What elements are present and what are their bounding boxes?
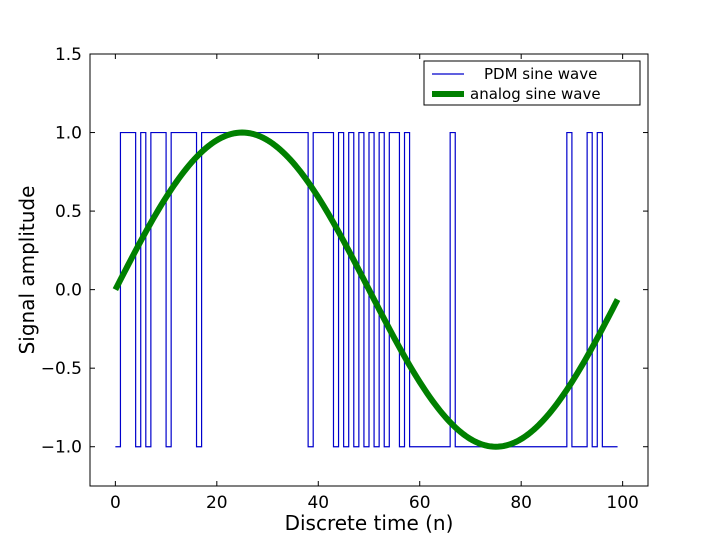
x-tick-label: 20 xyxy=(206,493,228,513)
y-tick-label: 1.5 xyxy=(55,45,82,65)
legend: PDM sine wave analog sine wave xyxy=(423,60,641,106)
y-tick-label: −0.5 xyxy=(41,359,82,379)
legend-box xyxy=(423,60,641,106)
y-axis-label: Signal amplitude xyxy=(15,186,39,355)
x-tick-label: 60 xyxy=(409,493,431,513)
legend-label-pdm: PDM sine wave xyxy=(484,65,597,83)
y-tick-label: 0.0 xyxy=(55,281,82,301)
series-pdm-line xyxy=(115,131,618,448)
x-tick-label: 40 xyxy=(307,493,329,513)
plot-area xyxy=(112,129,621,450)
series-analog-line xyxy=(112,129,621,450)
x-tick-label: 100 xyxy=(606,493,638,513)
y-tick-label: 1.0 xyxy=(55,124,82,144)
y-tick-label: −1.0 xyxy=(41,438,82,458)
x-tick-label: 80 xyxy=(510,493,532,513)
y-tick-label: 0.5 xyxy=(55,202,82,222)
legend-label-analog: analog sine wave xyxy=(470,85,601,103)
x-axis-label: Discrete time (n) xyxy=(285,511,454,535)
x-tick-label: 0 xyxy=(110,493,121,513)
axes-frame xyxy=(89,53,649,487)
axis-ticks: 0 20 40 60 80 100 −1.0 −0.5 0.0 0.5 1.0 1.5 xyxy=(41,45,648,513)
